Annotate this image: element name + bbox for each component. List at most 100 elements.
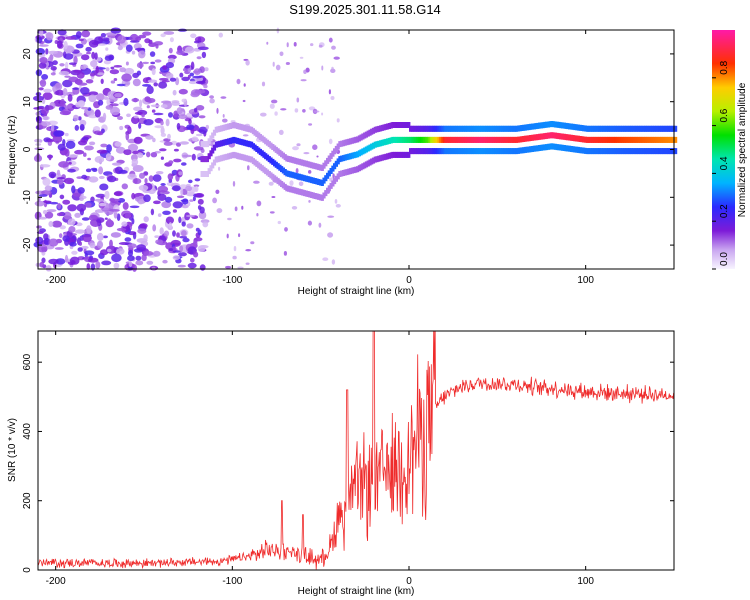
ridge-cell	[545, 121, 549, 128]
ridge-cell	[409, 148, 413, 155]
noise-blob	[106, 98, 111, 106]
ridge-cell	[608, 136, 612, 143]
ridge-cell	[594, 125, 598, 132]
noise-blob	[278, 129, 284, 135]
noise-blob	[110, 27, 122, 34]
ridge-cell	[334, 175, 338, 182]
ridge-cell	[255, 146, 259, 152]
noise-blob	[109, 197, 116, 203]
ridge-cell	[670, 148, 674, 155]
noise-blob	[181, 162, 187, 166]
ridge-cell	[250, 156, 254, 163]
ridge-cell	[435, 148, 439, 155]
ridge-cell	[511, 136, 515, 143]
ridge-cell	[564, 122, 568, 129]
ridge-cell	[485, 125, 489, 132]
ridge-cell	[606, 125, 611, 132]
ridge-cell	[612, 148, 616, 155]
x-tick-label: 0	[406, 576, 412, 587]
noise-blob	[172, 230, 176, 237]
noise-blob	[225, 265, 232, 269]
ridge-cell	[511, 148, 515, 155]
ridge-cell	[649, 148, 653, 155]
ridge-cell	[340, 140, 344, 147]
ridge-cell	[583, 136, 588, 143]
ridge-cell	[232, 122, 236, 128]
ridge-cell	[205, 156, 209, 163]
ridge-cell	[426, 136, 430, 143]
ridge-cell	[207, 138, 211, 145]
ridge-cell	[472, 125, 476, 132]
noise-blob	[169, 37, 174, 43]
ridge-cell	[324, 160, 328, 167]
ridge-cell	[439, 148, 443, 155]
noise-blob	[331, 66, 334, 71]
ridge-cell	[299, 159, 303, 166]
ridge-cell	[654, 125, 658, 132]
ridge-cell	[354, 166, 358, 173]
noise-blob	[321, 112, 324, 116]
ridge-cell	[469, 125, 473, 132]
ridge-cell	[495, 148, 499, 155]
ridge-cell	[592, 148, 596, 155]
ridge-cell	[460, 148, 464, 155]
ridge-cell	[548, 121, 552, 128]
noise-blob	[236, 78, 241, 85]
noise-blob	[152, 137, 156, 143]
ridge-cell	[223, 139, 227, 146]
ridge-cell	[515, 125, 519, 132]
ridge-cell	[621, 136, 625, 143]
ridge-cell	[506, 148, 510, 155]
ridge-cell	[204, 156, 208, 163]
ridge-cell	[497, 136, 501, 143]
ridge-cell	[546, 132, 550, 139]
ridge-cell	[631, 136, 635, 143]
ridge-cell	[260, 135, 264, 142]
ridge-cell	[591, 125, 595, 132]
ridge-cell	[589, 148, 593, 155]
ridge-cell	[472, 148, 476, 155]
ridge-cell	[294, 187, 298, 194]
noise-blob	[138, 122, 142, 129]
ridge-cell	[460, 136, 464, 143]
ridge-cell	[239, 123, 243, 130]
noise-blob	[76, 176, 83, 180]
ridge-cell	[299, 189, 303, 196]
ridge-cell	[394, 151, 399, 158]
ridge-cell	[318, 179, 323, 186]
noise-blob	[155, 239, 164, 245]
ridge-cell	[573, 135, 577, 142]
ridge-cell	[216, 156, 220, 163]
ridge-cell	[271, 158, 275, 165]
ridge-cell	[253, 144, 257, 151]
ridge-cell	[244, 140, 248, 147]
ridge-cell	[370, 128, 374, 135]
ridge-cell	[262, 136, 266, 143]
ridge-cell	[557, 133, 561, 140]
noise-blob	[54, 247, 64, 250]
colorbar-tick-label: 0.6	[719, 108, 730, 122]
noise-blob	[84, 250, 95, 256]
ridge-cell	[575, 146, 579, 153]
ridge-cell	[329, 168, 333, 174]
ridge-cell	[334, 160, 338, 167]
ridge-cell	[538, 122, 542, 129]
ridge-cell	[553, 132, 558, 139]
ridge-cell	[361, 148, 365, 155]
ridge-cell	[435, 125, 439, 132]
noise-blob	[176, 232, 180, 238]
ridge-cell	[235, 123, 240, 129]
ridge-cell	[640, 125, 644, 132]
noise-blob	[49, 201, 59, 205]
noise-blob	[36, 37, 43, 44]
ridge-cell	[523, 124, 527, 131]
ridge-cell	[403, 136, 407, 143]
noise-blob	[44, 211, 54, 219]
ridge-cell	[612, 125, 616, 132]
noise-blob	[275, 64, 281, 71]
ridge-cell	[294, 172, 298, 179]
ridge-cell	[232, 151, 236, 158]
noise-blob	[41, 257, 46, 264]
noise-blob	[116, 227, 127, 232]
ridge-cell	[629, 125, 633, 132]
